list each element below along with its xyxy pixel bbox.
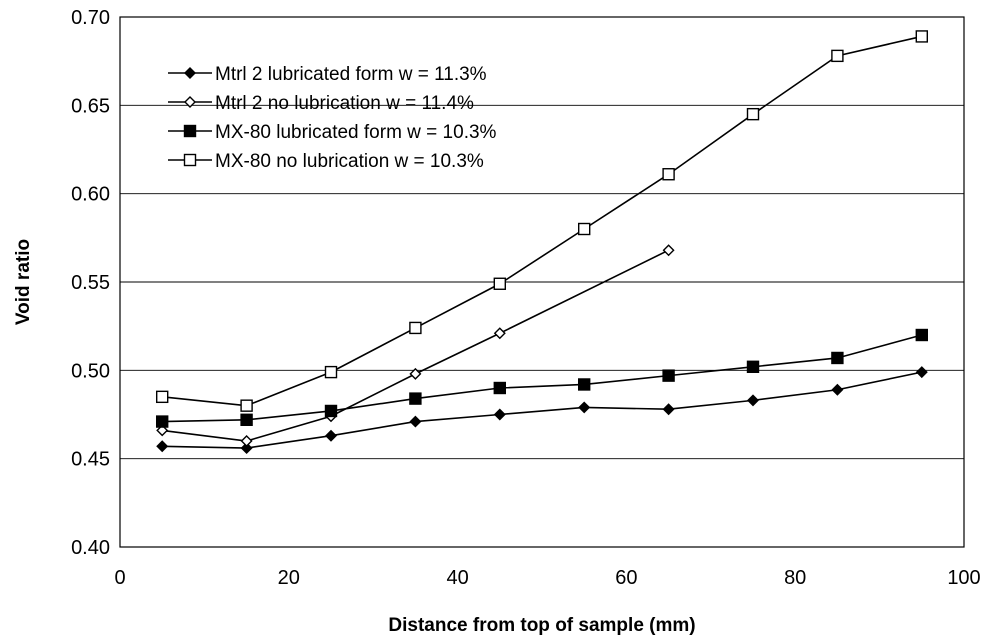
series-1-point [325,429,337,442]
series-3-line [162,334,923,423]
series-1-point [240,442,253,455]
y-tick-label: 0.40 [71,537,110,559]
series-3 [155,328,928,428]
series-1-point [156,440,169,453]
series-4-point [324,365,338,379]
x-axis-title: Distance from top of sample (mm) [388,615,695,636]
y-tick-label: 0.70 [71,7,110,29]
series-3-point [662,369,675,382]
series-2-point [409,367,422,380]
series-1 [156,366,928,455]
series-4-point [155,390,169,404]
series-2-point [662,244,675,257]
series-4-point [240,399,253,412]
series-2-line [162,249,669,442]
legend-marker [183,124,197,138]
series-layer [155,30,928,455]
y-tick-label: 0.45 [71,449,110,471]
legend-marker [184,96,196,108]
series-4-point [746,107,760,121]
series-1-point [915,366,928,379]
series-3-point [578,378,591,391]
legend-entry-2: Mtrl 2 no lubrication w = 11.4% [168,93,474,114]
series-3-point [409,392,422,405]
series-4-point [831,49,844,63]
legend-marker [183,153,197,167]
series-1-line [162,371,922,449]
series-2-point [493,327,506,340]
series-4-point [493,277,506,290]
series-3-point [746,360,760,373]
x-tick-label: 100 [947,567,980,589]
y-tick-label: 0.55 [71,272,110,294]
y-tick-label: 0.65 [71,95,110,117]
x-axis-tick-labels: 0 20 40 60 80 100 [114,567,980,589]
x-tick-label: 80 [784,567,806,589]
legend-label: Mtrl 2 lubricated form w = 11.3% [215,64,487,85]
series-3-point [155,415,169,428]
series-3-point [324,404,338,418]
series-3-point [240,413,253,426]
series-1-point [409,415,422,428]
legend-label: Mtrl 2 no lubrication w = 11.4% [215,93,474,114]
series-4-point [915,30,928,43]
series-1-point [578,401,591,414]
series-4 [155,30,928,412]
series-1-point [831,383,844,396]
y-axis-title: Void ratio [13,239,34,325]
series-4-line [162,35,922,407]
series-3-point [831,351,844,365]
series-3-point [915,328,928,342]
legend-label: MX-80 no lubrication w = 10.3% [215,151,484,172]
x-tick-label: 0 [114,567,125,589]
series-1-point [747,394,759,407]
y-tick-label: 0.50 [71,360,110,382]
legend-label: MX-80 lubricated form w = 10.3% [215,122,497,143]
series-2-point [156,424,169,437]
legend-entry-1: Mtrl 2 lubricated form w = 11.3% [168,64,487,85]
series-4-point [409,321,422,335]
series-4-point [578,222,591,236]
y-tick-label: 0.60 [71,184,110,206]
series-1-point [662,403,675,416]
series-1-point [493,408,506,421]
gridlines [120,104,964,460]
series-4-point [662,168,675,181]
series-2-point [240,435,253,447]
legend: Mtrl 2 lubricated form w = 11.3% Mtrl 2 n… [168,64,497,172]
plot-frame [119,16,965,548]
legend-entry-4: MX-80 no lubrication w = 10.3% [168,151,484,172]
legend-entry-3: MX-80 lubricated form w = 10.3% [168,122,497,143]
x-tick-label: 40 [446,567,468,589]
x-tick-label: 60 [615,567,637,589]
legend-marker [184,67,196,79]
y-axis-tick-labels: 0.40 0.45 0.50 0.55 0.60 0.65 0.70 [71,7,110,559]
x-tick-label: 20 [278,567,300,589]
series-3-point [493,381,506,395]
